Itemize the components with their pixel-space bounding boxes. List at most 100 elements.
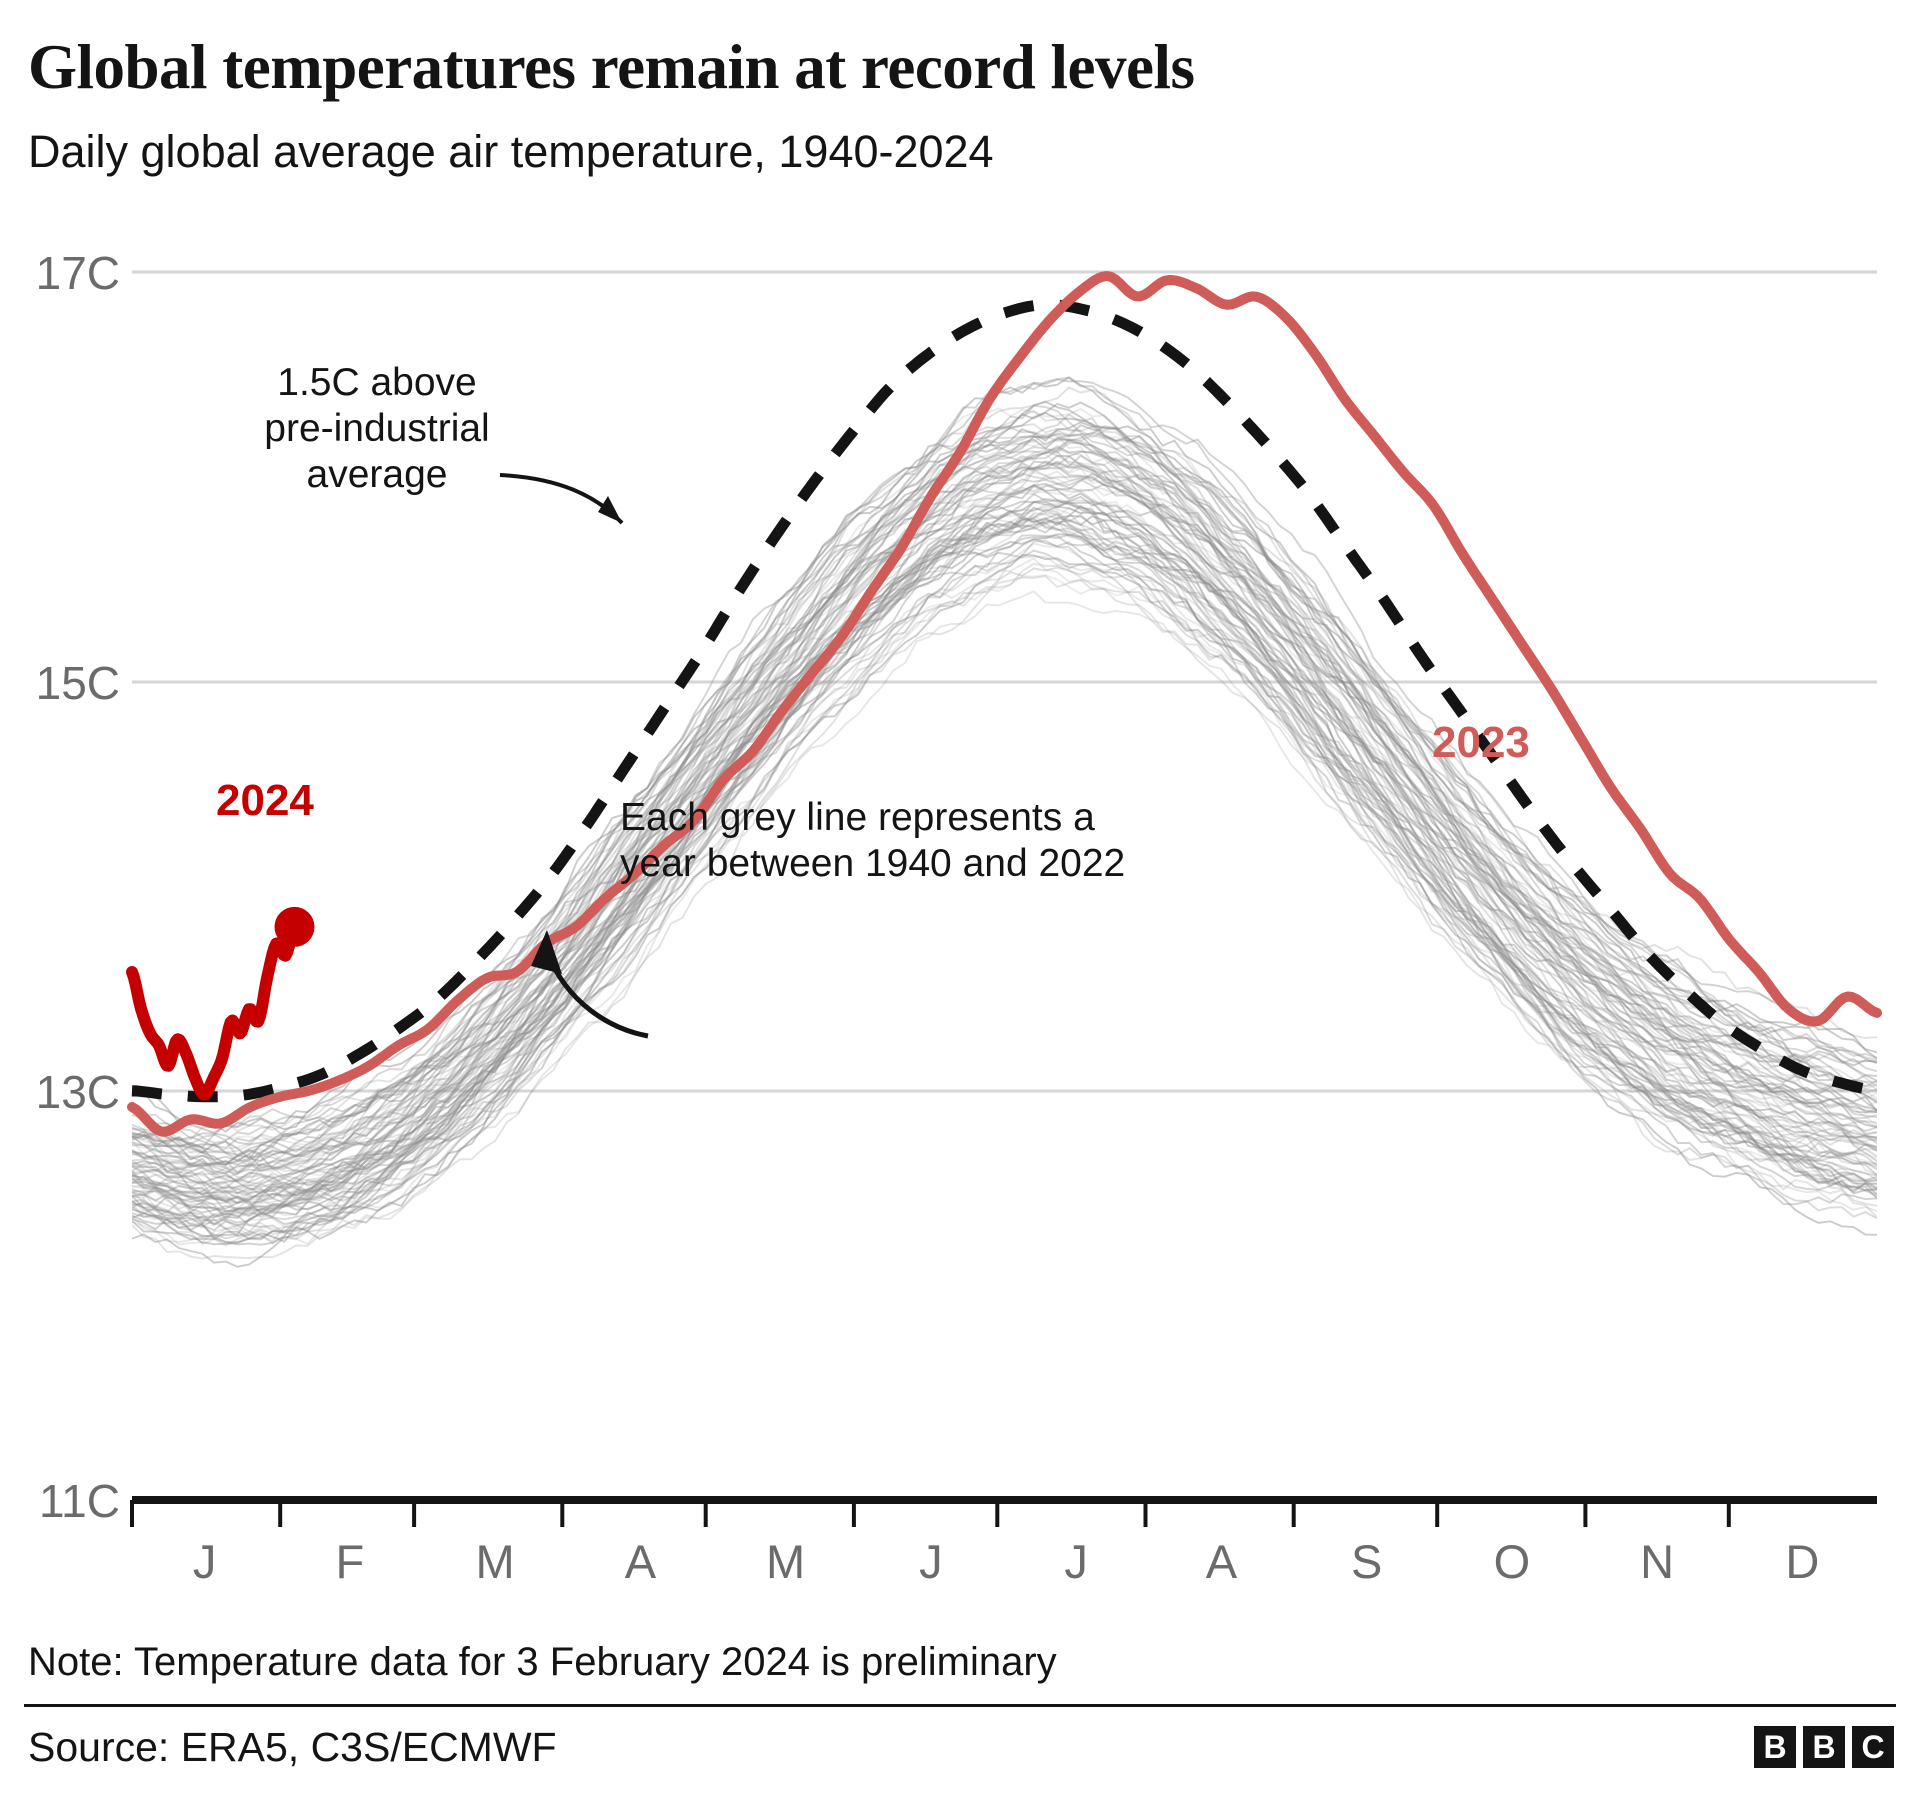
x-axis-month-10: O xyxy=(1493,1535,1531,1588)
grey-year-line xyxy=(132,404,1877,1138)
grey-year-line xyxy=(132,450,1877,1216)
x-axis-month-11: N xyxy=(1640,1535,1675,1588)
footer-divider xyxy=(24,1704,1896,1707)
grey-year-line xyxy=(132,442,1877,1204)
grey-year-line xyxy=(132,454,1877,1202)
annotation-leader-preindustrial xyxy=(499,473,624,525)
grey-year-line xyxy=(132,470,1877,1218)
annotation-pre-industrial-line2: pre-industrial xyxy=(264,407,490,450)
grey-year-line xyxy=(132,423,1877,1179)
grey-year-line xyxy=(132,401,1877,1166)
grey-year-line xyxy=(132,566,1877,1245)
y-tick-17c: 17C xyxy=(35,247,120,299)
y-tick-15c: 15C xyxy=(35,657,120,709)
grey-year-line xyxy=(132,434,1877,1184)
grey-year-line xyxy=(132,498,1877,1214)
grey-year-line xyxy=(132,514,1877,1246)
x-axis-month-9: S xyxy=(1350,1535,1383,1588)
bbc-logo-letter-3: C xyxy=(1852,1726,1894,1768)
grey-year-lines xyxy=(132,376,1877,1268)
grey-year-line xyxy=(132,421,1877,1162)
grey-year-line xyxy=(132,499,1877,1243)
grey-year-line xyxy=(132,447,1877,1187)
grey-year-line xyxy=(132,505,1877,1222)
grey-year-line xyxy=(132,484,1877,1173)
grey-year-line xyxy=(132,472,1877,1218)
x-axis-month-12: D xyxy=(1785,1535,1820,1588)
grey-year-line xyxy=(132,512,1877,1225)
grey-year-line xyxy=(132,437,1877,1175)
grey-year-line xyxy=(132,409,1877,1142)
grey-year-line xyxy=(132,516,1877,1199)
x-axis-month-7: J xyxy=(1064,1535,1088,1588)
grey-year-line xyxy=(132,432,1877,1154)
grey-year-line xyxy=(132,500,1877,1237)
grey-year-line xyxy=(132,488,1877,1230)
annotation-grey-lines: Each grey line represents a year between… xyxy=(620,795,1220,887)
grey-year-line xyxy=(132,484,1877,1185)
grey-year-line xyxy=(132,435,1877,1196)
grey-year-line xyxy=(132,549,1877,1237)
grey-year-line xyxy=(132,411,1877,1133)
grey-year-line xyxy=(132,574,1877,1260)
grey-year-line xyxy=(132,518,1877,1203)
x-axis-month-8: A xyxy=(1205,1535,1238,1588)
grey-year-line xyxy=(132,453,1877,1156)
grey-year-line xyxy=(132,590,1877,1246)
grey-year-line xyxy=(132,554,1877,1243)
grey-year-line xyxy=(132,378,1877,1156)
x-axis-month-6: J xyxy=(919,1535,943,1588)
grey-year-line xyxy=(132,432,1877,1162)
pre-industrial-dashed-line xyxy=(131,299,1878,1103)
series-line-2023 xyxy=(127,271,1882,1137)
series-label-2023: 2023 xyxy=(1432,718,1530,767)
grey-year-line xyxy=(132,446,1877,1149)
x-axis-month-4: A xyxy=(624,1535,657,1588)
grey-year-line xyxy=(132,533,1877,1217)
grey-year-line xyxy=(132,542,1877,1223)
annotation-pre-industrial-line3: average xyxy=(306,453,448,496)
grey-year-line xyxy=(132,475,1877,1165)
bbc-logo: B B C xyxy=(1754,1726,1894,1768)
grey-year-line xyxy=(132,457,1877,1170)
x-axis-month-2: F xyxy=(335,1535,365,1588)
grey-year-line xyxy=(132,423,1877,1163)
grey-year-line xyxy=(132,522,1877,1226)
grey-year-line xyxy=(132,386,1877,1173)
series-endpoint-dot-2024 xyxy=(274,906,315,947)
page-subtitle: Daily global average air temperature, 19… xyxy=(28,126,994,177)
grey-year-line xyxy=(132,445,1877,1153)
bbc-logo-letter-2: B xyxy=(1803,1726,1845,1768)
annotation-pre-industrial: 1.5C above pre-industrial average xyxy=(222,360,532,498)
grey-year-line xyxy=(132,499,1877,1220)
grey-year-line xyxy=(132,376,1877,1167)
grey-year-line xyxy=(132,450,1877,1180)
grey-year-line xyxy=(132,465,1877,1195)
grey-year-line xyxy=(132,433,1877,1154)
grey-year-line xyxy=(132,514,1877,1205)
annotation-arrow-grey-lines xyxy=(531,930,649,1039)
page-title: Global temperatures remain at record lev… xyxy=(28,32,1195,102)
grey-year-line xyxy=(132,424,1877,1199)
grey-year-line xyxy=(132,518,1877,1207)
series-line-2024 xyxy=(126,920,301,1101)
grey-year-line xyxy=(132,555,1877,1232)
grey-year-line xyxy=(132,504,1877,1244)
grey-year-line xyxy=(132,478,1877,1174)
grey-year-line xyxy=(132,511,1877,1210)
annotation-pre-industrial-line1: 1.5C above xyxy=(277,361,477,404)
grey-year-line xyxy=(132,431,1877,1196)
annotation-grey-lines-line1: Each grey line represents a xyxy=(620,796,1095,839)
chart-source: Source: ERA5, C3S/ECMWF xyxy=(28,1724,557,1770)
grey-year-line xyxy=(132,472,1877,1200)
grey-year-line xyxy=(132,539,1877,1240)
grey-year-line xyxy=(132,462,1877,1205)
grey-year-line xyxy=(132,376,1877,1149)
x-axis-ticks xyxy=(130,1500,1731,1527)
x-axis-month-1: J xyxy=(192,1535,217,1588)
grey-year-line xyxy=(132,501,1877,1213)
grey-year-line xyxy=(132,462,1877,1173)
chart-note: Note: Temperature data for 3 February 20… xyxy=(28,1640,1057,1684)
